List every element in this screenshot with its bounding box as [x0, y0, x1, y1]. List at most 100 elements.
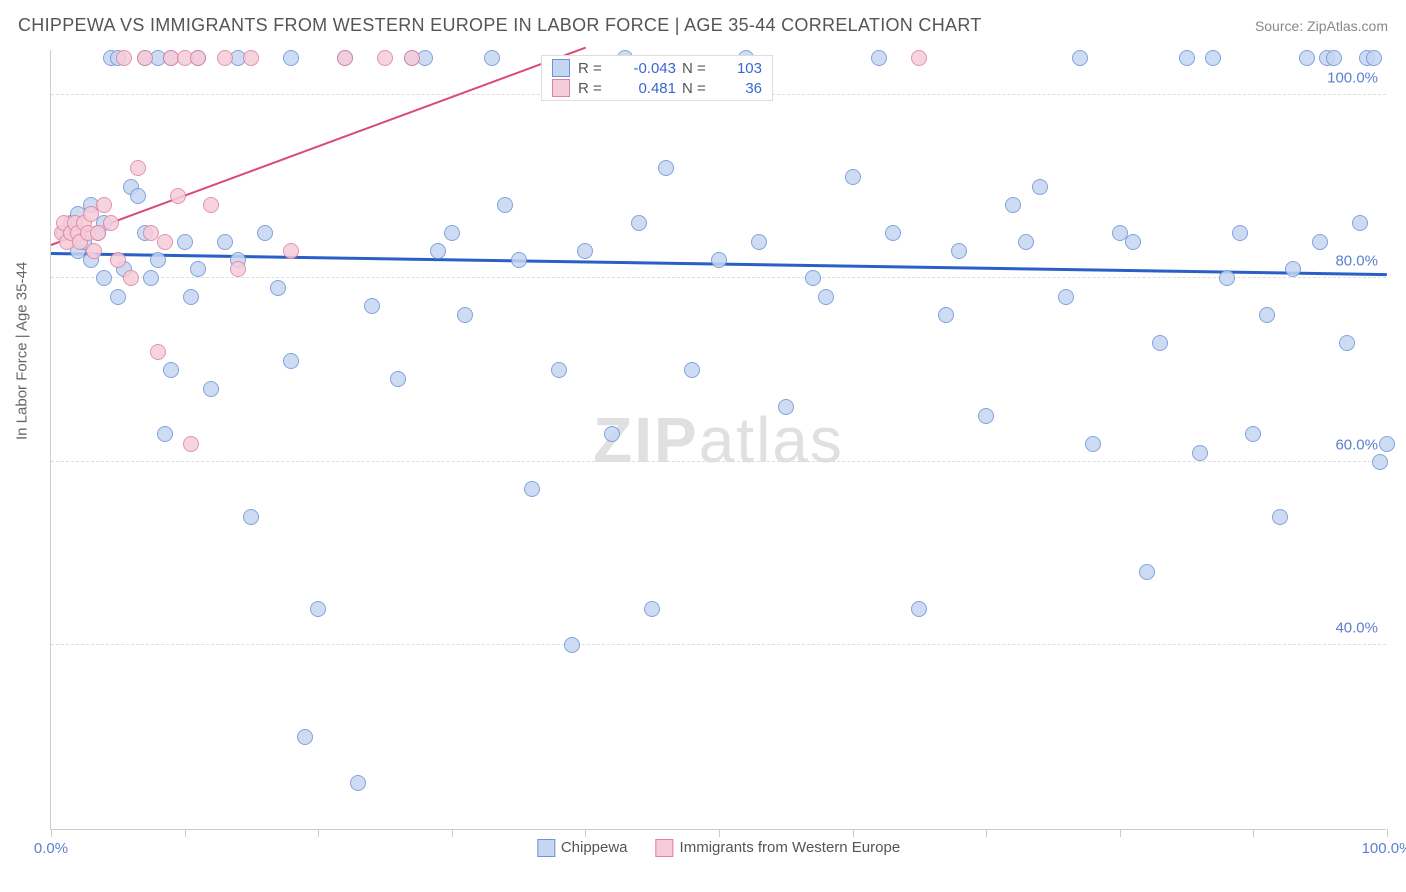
- data-point: [1352, 215, 1368, 231]
- data-point: [457, 307, 473, 323]
- data-point: [1125, 234, 1141, 250]
- data-point: [911, 50, 927, 66]
- data-point: [1032, 179, 1048, 195]
- x-tick: [986, 829, 987, 837]
- data-point: [644, 601, 660, 617]
- data-point: [871, 50, 887, 66]
- y-tick-label: 80.0%: [1335, 253, 1378, 270]
- plot-area: ZIPatlas 40.0%60.0%80.0%100.0%0.0%100.0%…: [50, 50, 1386, 830]
- data-point: [1259, 307, 1275, 323]
- data-point: [203, 381, 219, 397]
- series-legend: Chippewa Immigrants from Western Europe: [537, 839, 900, 857]
- data-point: [390, 371, 406, 387]
- data-point: [190, 50, 206, 66]
- y-tick-label: 100.0%: [1327, 69, 1378, 86]
- x-tick: [1120, 829, 1121, 837]
- legend-item: Chippewa: [537, 839, 628, 857]
- data-point: [604, 426, 620, 442]
- data-point: [658, 160, 674, 176]
- data-point: [484, 50, 500, 66]
- legend-swatch: [537, 839, 555, 857]
- data-point: [885, 225, 901, 241]
- x-tick: [185, 829, 186, 837]
- gridline: [51, 644, 1386, 645]
- data-point: [86, 243, 102, 259]
- title-bar: CHIPPEWA VS IMMIGRANTS FROM WESTERN EURO…: [18, 15, 1388, 36]
- data-point: [157, 426, 173, 442]
- data-point: [364, 298, 380, 314]
- legend-swatch: [552, 59, 570, 77]
- legend-n-label: N =: [682, 60, 716, 77]
- data-point: [183, 289, 199, 305]
- x-tick: [452, 829, 453, 837]
- legend-r-label: R =: [578, 80, 614, 97]
- data-point: [163, 362, 179, 378]
- data-point: [217, 50, 233, 66]
- data-point: [177, 234, 193, 250]
- data-point: [243, 509, 259, 525]
- data-point: [1139, 564, 1155, 580]
- watermark-rest: atlas: [699, 404, 844, 476]
- data-point: [1272, 509, 1288, 525]
- data-point: [1072, 50, 1088, 66]
- gridline: [51, 277, 1386, 278]
- source-label: Source: ZipAtlas.com: [1255, 18, 1388, 34]
- data-point: [684, 362, 700, 378]
- data-point: [938, 307, 954, 323]
- data-point: [1285, 261, 1301, 277]
- data-point: [1018, 234, 1034, 250]
- data-point: [497, 197, 513, 213]
- data-point: [103, 215, 119, 231]
- data-point: [1179, 50, 1195, 66]
- data-point: [230, 261, 246, 277]
- data-point: [845, 169, 861, 185]
- x-tick: [318, 829, 319, 837]
- data-point: [778, 399, 794, 415]
- legend-label: Chippewa: [561, 839, 628, 856]
- data-point: [1326, 50, 1342, 66]
- data-point: [631, 215, 647, 231]
- y-tick-label: 40.0%: [1335, 620, 1378, 637]
- data-point: [511, 252, 527, 268]
- data-point: [1205, 50, 1221, 66]
- data-point: [150, 344, 166, 360]
- data-point: [1219, 270, 1235, 286]
- x-tick: [1387, 829, 1388, 837]
- data-point: [283, 353, 299, 369]
- legend-swatch: [656, 839, 674, 857]
- data-point: [551, 362, 567, 378]
- data-point: [190, 261, 206, 277]
- data-point: [150, 252, 166, 268]
- data-point: [805, 270, 821, 286]
- x-tick: [719, 829, 720, 837]
- data-point: [123, 270, 139, 286]
- data-point: [130, 160, 146, 176]
- data-point: [978, 408, 994, 424]
- data-point: [577, 243, 593, 259]
- data-point: [1245, 426, 1261, 442]
- x-tick: [853, 829, 854, 837]
- data-point: [430, 243, 446, 259]
- chart-title: CHIPPEWA VS IMMIGRANTS FROM WESTERN EURO…: [18, 15, 982, 36]
- data-point: [143, 270, 159, 286]
- data-point: [157, 234, 173, 250]
- data-point: [564, 637, 580, 653]
- y-axis-title: In Labor Force | Age 35-44: [14, 262, 31, 440]
- watermark: ZIPatlas: [593, 403, 844, 477]
- legend-r-label: R =: [578, 60, 614, 77]
- x-tick: [585, 829, 586, 837]
- data-point: [1312, 234, 1328, 250]
- legend-item: Immigrants from Western Europe: [656, 839, 901, 857]
- legend-r-value: -0.043: [620, 60, 676, 77]
- data-point: [1192, 445, 1208, 461]
- data-point: [137, 50, 153, 66]
- data-point: [711, 252, 727, 268]
- legend-label: Immigrants from Western Europe: [680, 839, 901, 856]
- data-point: [818, 289, 834, 305]
- data-point: [1085, 436, 1101, 452]
- x-tick-label: 0.0%: [34, 840, 68, 857]
- trend-line: [51, 47, 586, 246]
- data-point: [130, 188, 146, 204]
- data-point: [350, 775, 366, 791]
- data-point: [257, 225, 273, 241]
